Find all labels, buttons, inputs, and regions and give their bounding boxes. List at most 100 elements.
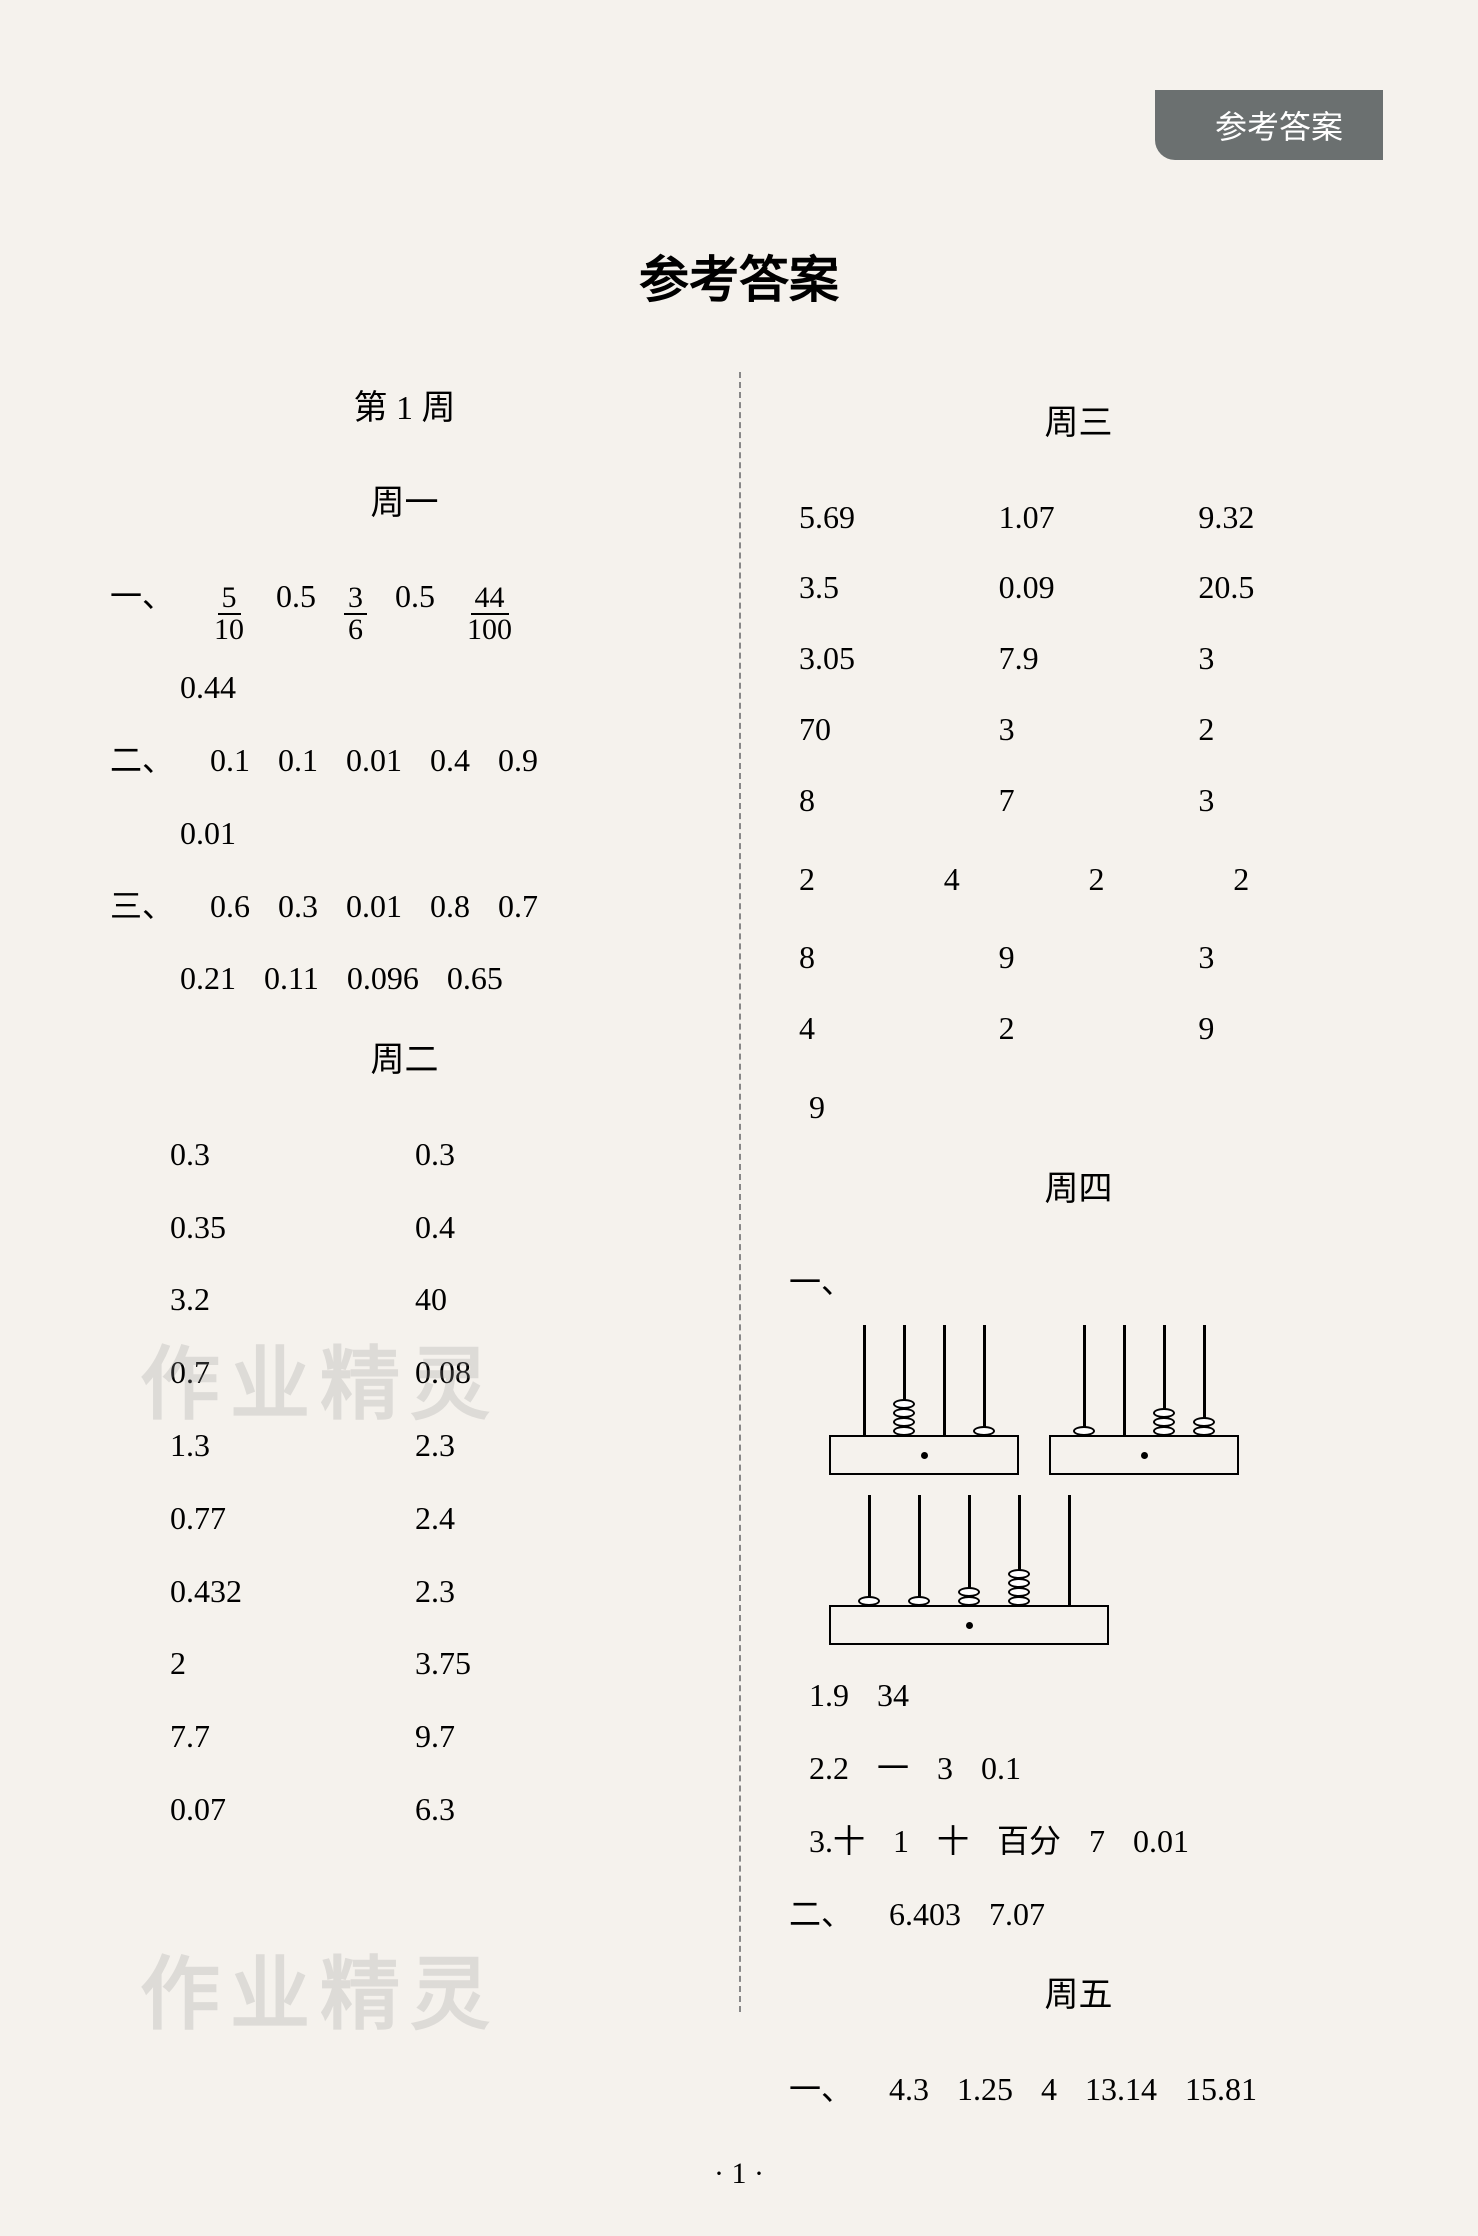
fri-q1: 一、 4.3 1.25 4 13.14 15.81 <box>789 2059 1368 2120</box>
answer-value: 4 <box>944 849 1079 910</box>
answer-value: 34 <box>877 1665 909 1726</box>
answer-value: 5.69 <box>799 487 969 548</box>
answer-value: 2 <box>1233 849 1368 910</box>
answer-value: 3 <box>937 1738 953 1799</box>
abacus-rod <box>903 1325 906 1435</box>
abacus-group <box>829 1325 1368 1475</box>
monday-header: 周一 <box>110 472 699 537</box>
wed-grid: 5.69 1.07 9.32 3.5 0.09 20.5 3.05 7.9 3 … <box>789 487 1368 831</box>
page-number: · 1 · <box>80 2157 1398 2191</box>
mon-q1-line2: 0.44 <box>110 657 699 718</box>
abacus-rod <box>863 1325 866 1435</box>
answer-value: 1.07 <box>999 487 1169 548</box>
q1-marker: 一、 <box>110 566 174 627</box>
answer-value: 2 <box>110 1633 375 1694</box>
answer-value: 0.07 <box>110 1779 375 1840</box>
content-area: 第 1 周 周一 一、 5 10 0.5 3 6 0.5 44 100 0.44… <box>80 372 1398 2132</box>
answer-value: 4 <box>1041 2059 1057 2120</box>
wed-last: 9 <box>789 1077 1368 1138</box>
answer-value: 8 <box>799 770 969 831</box>
abacus-rod <box>1123 1325 1126 1435</box>
answer-value: 3 <box>1198 927 1368 988</box>
answer-value: 0.3 <box>110 1124 375 1185</box>
answer-value: 7.7 <box>110 1706 375 1767</box>
answer-value: 2 <box>999 998 1169 1059</box>
wednesday-header: 周三 <box>789 392 1368 457</box>
fraction: 3 6 <box>344 583 367 645</box>
answer-value: 1.9 <box>809 1665 849 1726</box>
answer-value: 0.77 <box>110 1488 375 1549</box>
answer-value: 2.4 <box>375 1488 699 1549</box>
answer-value: 3.5 <box>799 557 969 618</box>
abacus-2 <box>1049 1325 1239 1475</box>
answer-value: 0.9 <box>498 730 538 791</box>
answer-value: 3 <box>1198 628 1368 689</box>
answer-value: 0.01 <box>346 876 402 937</box>
thu-q1-marker-row: 一、 <box>789 1252 1368 1313</box>
answer-value: 0.432 <box>110 1561 375 1622</box>
answer-value: 0.1 <box>278 730 318 791</box>
answer-value: 3.05 <box>799 628 969 689</box>
answer-value: 7.9 <box>999 628 1169 689</box>
answer-value: 十 <box>937 1811 969 1872</box>
q1-marker: 一、 <box>789 1252 853 1313</box>
thu-q2: 二、 6.403 7.07 <box>789 1884 1368 1945</box>
answer-value: 0.1 <box>981 1738 1021 1799</box>
answer-value: 0.4 <box>430 730 470 791</box>
answer-value: 一 <box>877 1738 909 1799</box>
answer-value: 百分 <box>997 1811 1061 1872</box>
abacus-rod <box>918 1495 921 1605</box>
answer-value: 13.14 <box>1085 2059 1157 2120</box>
q2-marker: 二、 <box>789 1884 853 1945</box>
thu-line2: 2.2 一 3 0.1 <box>789 1738 1368 1799</box>
q3-marker: 三、 <box>110 876 174 937</box>
abacus-rod <box>1203 1325 1206 1435</box>
answer-value: 7 <box>999 770 1169 831</box>
left-column: 第 1 周 周一 一、 5 10 0.5 3 6 0.5 44 100 0.44… <box>110 372 739 2132</box>
answer-value: 6.3 <box>375 1779 699 1840</box>
answer-value: 4.3 <box>889 2059 929 2120</box>
abacus-rod <box>1163 1325 1166 1435</box>
answer-value: 0.096 <box>347 948 419 1009</box>
answer-value: 0.1 <box>210 730 250 791</box>
abacus-rod <box>983 1325 986 1435</box>
friday-header: 周五 <box>789 1964 1368 2029</box>
answer-value: 1.25 <box>957 2059 1013 2120</box>
answer-value: 0.5 <box>276 566 316 627</box>
mon-q3-line1: 三、 0.6 0.3 0.01 0.8 0.7 <box>110 876 699 937</box>
answer-value: 1 <box>893 1811 909 1872</box>
abacus-1 <box>829 1325 1019 1475</box>
answer-value: 0.8 <box>430 876 470 937</box>
q2-marker: 二、 <box>110 730 174 791</box>
answer-value: 40 <box>375 1269 699 1330</box>
answer-value: 8 <box>799 927 969 988</box>
answer-value: 0.01 <box>180 803 236 864</box>
page-title: 参考答案 <box>80 240 1398 312</box>
answer-value: 2 <box>1198 699 1368 760</box>
answer-value: 0.09 <box>999 557 1169 618</box>
answer-value: 7 <box>1089 1811 1105 1872</box>
mon-q2-line2: 0.01 <box>110 803 699 864</box>
right-column: 周三 5.69 1.07 9.32 3.5 0.09 20.5 3.05 7.9… <box>739 372 1368 2132</box>
answer-value: 2.3 <box>375 1415 699 1476</box>
abacus-rod <box>1083 1325 1086 1435</box>
column-divider <box>739 372 741 2012</box>
abacus-rod <box>968 1495 971 1605</box>
answer-value: 9 <box>1198 998 1368 1059</box>
tuesday-header: 周二 <box>110 1029 699 1094</box>
wed-grid4: 2 4 2 2 <box>789 849 1368 910</box>
answer-value: 0.7 <box>110 1342 375 1403</box>
abacus-3 <box>829 1495 1109 1645</box>
answer-value: 1.3 <box>110 1415 375 1476</box>
mon-q2-line1: 二、 0.1 0.1 0.01 0.4 0.9 <box>110 730 699 791</box>
fraction: 44 100 <box>463 583 516 645</box>
answer-value: 20.5 <box>1198 557 1368 618</box>
answer-value: 9 <box>999 927 1169 988</box>
answer-value: 0.65 <box>447 948 503 1009</box>
answer-value: 3.2 <box>110 1269 375 1330</box>
answer-value: 3 <box>1198 770 1368 831</box>
answer-value: 0.21 <box>180 948 236 1009</box>
answer-value: 0.01 <box>1133 1811 1189 1872</box>
abacus-rod <box>1068 1495 1071 1605</box>
answer-value: 0.11 <box>264 948 319 1009</box>
